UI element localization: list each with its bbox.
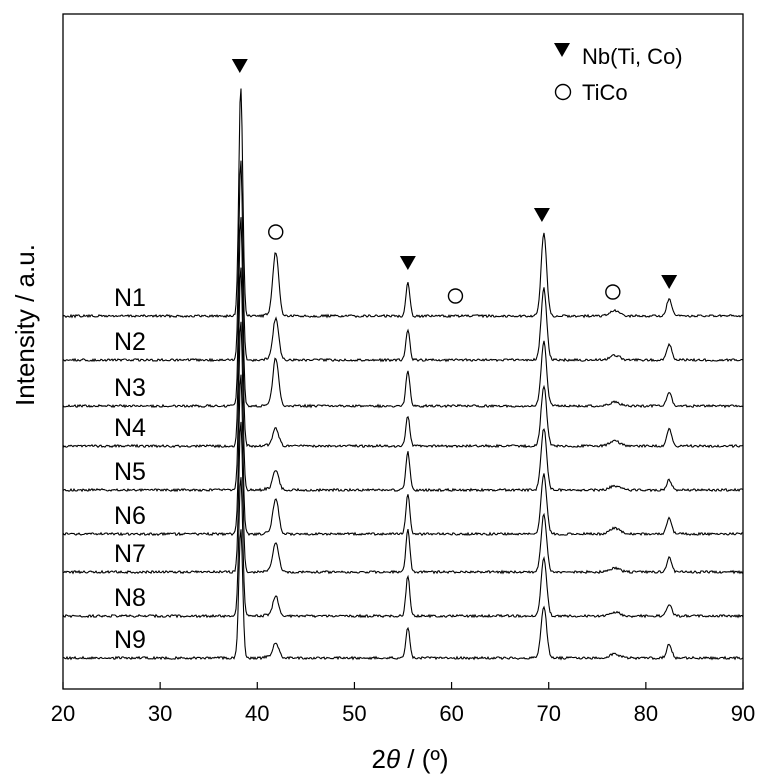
trace-n3 xyxy=(62,217,744,409)
x-axis-title: 2θ / (º) xyxy=(371,744,448,774)
trace-n6 xyxy=(62,374,744,537)
sample-label-n2: N2 xyxy=(114,328,146,356)
sample-label-n1: N1 xyxy=(114,284,146,312)
x-tick-label: 90 xyxy=(731,701,755,726)
x-axis-title-theta: θ xyxy=(386,744,400,774)
peak-marker-circle xyxy=(268,224,284,240)
sample-label-n5: N5 xyxy=(114,458,146,486)
x-tick-label: 80 xyxy=(634,701,658,726)
x-tick-label: 50 xyxy=(342,701,366,726)
trace-n9 xyxy=(62,529,744,661)
x-tick-label: 30 xyxy=(148,701,172,726)
trace-n5 xyxy=(62,321,744,493)
x-tick-label: 20 xyxy=(51,701,75,726)
sample-label-n9: N9 xyxy=(114,626,146,654)
legend-triangle-marker xyxy=(554,43,570,57)
legend: Nb(Ti, Co) TiCo xyxy=(554,43,683,105)
trace-n1 xyxy=(62,88,744,319)
peak-marker-triangle xyxy=(533,208,550,222)
sample-label-n8: N8 xyxy=(114,584,146,612)
trace-n8 xyxy=(62,477,744,619)
peak-markers xyxy=(231,59,678,304)
sample-label-n4: N4 xyxy=(114,414,146,442)
trace-n2 xyxy=(62,160,744,363)
x-axis-tick-labels: 20 30 40 50 60 70 80 90 xyxy=(51,701,755,726)
peak-marker-triangle xyxy=(231,59,248,73)
x-axis-ticks xyxy=(62,682,744,689)
sample-label-n6: N6 xyxy=(114,502,146,530)
legend-circle-marker xyxy=(554,83,572,101)
peak-marker-circle xyxy=(605,284,621,300)
x-tick-label: 60 xyxy=(439,701,463,726)
x-axis-title-unit: / (º) xyxy=(400,744,448,774)
plot-frame xyxy=(62,13,744,690)
peak-marker-triangle xyxy=(399,256,416,270)
legend-label-nb-ti-co: Nb(Ti, Co) xyxy=(582,44,683,69)
trace-n4 xyxy=(62,267,744,449)
x-axis-title-prefix: 2 xyxy=(371,744,385,774)
legend-label-tico: TiCo xyxy=(582,80,628,105)
x-tick-label: 40 xyxy=(245,701,269,726)
peak-marker-triangle xyxy=(661,275,678,289)
sample-labels: N1 N2 N3 N4 N5 N6 N7 N8 N9 xyxy=(114,284,146,654)
sample-label-n3: N3 xyxy=(114,374,146,402)
diffraction-traces xyxy=(62,88,744,661)
peak-marker-circle xyxy=(447,288,464,304)
y-axis-title: Intensity / a.u. xyxy=(10,244,40,406)
x-tick-label: 70 xyxy=(536,701,560,726)
trace-n7 xyxy=(62,421,744,575)
sample-label-n7: N7 xyxy=(114,540,146,568)
